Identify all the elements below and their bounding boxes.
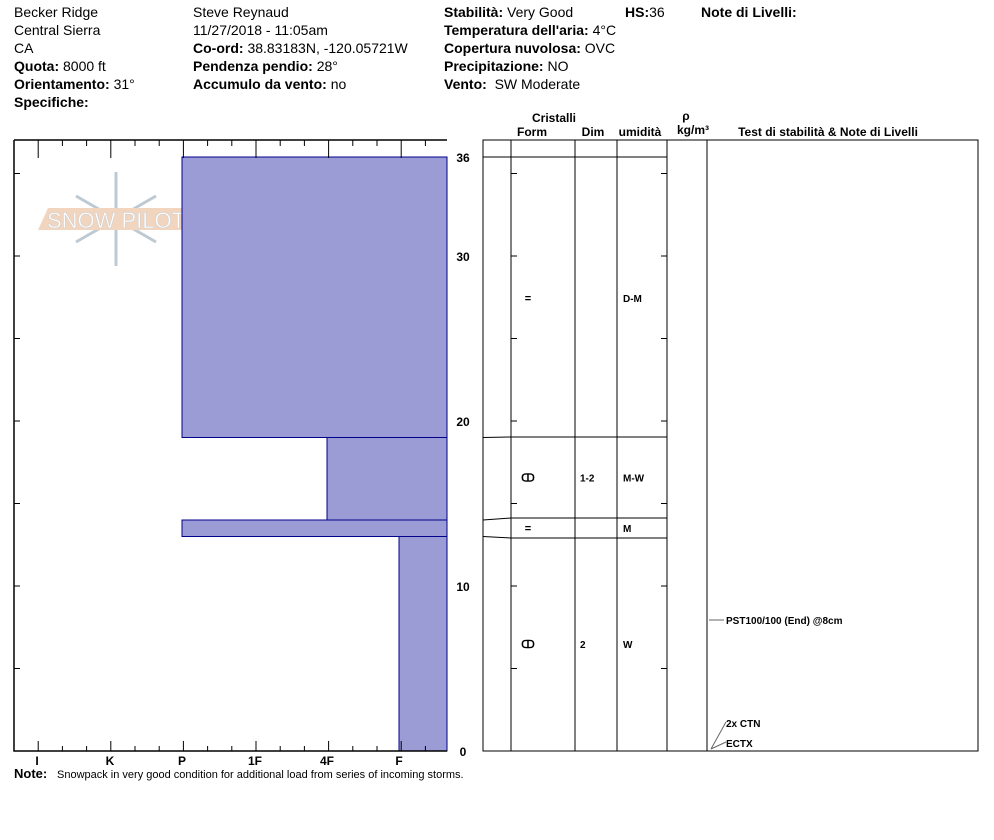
precip-label: Precipitazione: — [444, 58, 544, 74]
grain-form: ↀ — [521, 473, 535, 485]
stability-label: Stabilità: — [444, 4, 504, 20]
header-crystals: Cristalli — [532, 111, 576, 125]
logo-text: SNOW PILOT — [47, 208, 185, 233]
datetime: 11/27/2018 - 11:05am — [193, 22, 328, 38]
wind-value: SW Moderate — [494, 76, 581, 92]
elevation: Quota: 8000 ft — [14, 57, 106, 75]
wind-label: Vento: — [444, 76, 487, 92]
grain-size: 1-2 — [580, 474, 595, 485]
hardness-layer-bar — [326, 437, 448, 521]
note-label: Note: — [14, 766, 47, 781]
header-density: kg/m³ — [677, 123, 709, 137]
hardness-label: I — [35, 754, 38, 768]
hardness-label: K — [106, 754, 115, 768]
grain-form: = — [525, 523, 531, 535]
stability-value: Very Good — [507, 4, 574, 20]
coord-value: 38.83183N, -120.05721W — [247, 40, 408, 56]
hardness-label: 4F — [320, 754, 334, 768]
hardness-layer-bar — [398, 536, 448, 752]
grain-form: ↀ — [521, 639, 535, 651]
header-rho: ρ — [682, 109, 689, 123]
slope-label: Pendenza pendio: — [193, 58, 313, 74]
sky-label: Copertura nuvolosa: — [444, 40, 581, 56]
hardness-layer-bar — [181, 156, 448, 438]
test-arrow — [710, 721, 727, 750]
aspect: Orientamento: 31° — [14, 75, 135, 93]
layer-connector — [482, 436, 512, 438]
aspect-value: 31° — [113, 76, 135, 92]
location: Becker Ridge — [14, 4, 99, 20]
hardness-label: F — [395, 754, 402, 768]
moisture: W — [623, 640, 633, 651]
hardness-layer-bar — [181, 519, 448, 537]
sky-value: OVC — [584, 40, 616, 56]
precip-value: NO — [547, 58, 569, 74]
stability-test: PST100/100 (End) @8cm — [726, 616, 843, 627]
specifics-label: Specifiche: — [14, 94, 89, 110]
hs-label: HS: — [625, 4, 650, 20]
snow-pilot-logo: SNOW PILOT — [38, 172, 194, 266]
elevation-value: 8000 ft — [63, 58, 106, 74]
layer-connector — [482, 536, 512, 539]
header-tests: Test di stabilità & Note di Livelli — [738, 125, 918, 139]
layer-connector — [482, 517, 512, 521]
state: CA — [14, 40, 34, 56]
test-arrow — [710, 741, 727, 750]
windload-label: Accumulo da vento: — [193, 76, 327, 92]
hs-value: 36 — [649, 4, 665, 20]
elevation-label: Quota: — [14, 58, 60, 74]
stability-test: ECTX — [726, 739, 753, 750]
layer-table-frame — [482, 139, 979, 752]
header: Becker Ridge Central Sierra CA Quota: 80… — [0, 0, 994, 110]
observer: Steve Reynaud — [193, 4, 289, 20]
note-text: Snowpack in very good condition for addi… — [57, 769, 464, 781]
slope-value: 28° — [316, 58, 338, 74]
depth-label: 10 — [456, 580, 470, 594]
depth-label: 36 — [456, 151, 470, 165]
layer-notes-label: Note di Livelli: — [701, 4, 797, 20]
depth-label: 30 — [456, 250, 470, 264]
hardness-label: P — [178, 754, 186, 768]
aspect-label: Orientamento: — [14, 76, 110, 92]
hardness-label: 1F — [248, 754, 262, 768]
airtemp-value: 4°C — [592, 22, 617, 38]
moisture: M-W — [623, 474, 645, 485]
range: Central Sierra — [14, 22, 101, 38]
depth-label: 0 — [460, 745, 467, 759]
header-size: Dim — [582, 125, 605, 139]
grain-size: 2 — [580, 640, 586, 651]
windload-value: no — [330, 76, 347, 92]
grain-form: = — [525, 293, 531, 305]
moisture: D-M — [623, 294, 642, 305]
moisture: M — [623, 524, 631, 535]
stability-test: 2x CTN — [726, 719, 760, 730]
header-form: Form — [517, 125, 547, 139]
airtemp-label: Temperatura dell'aria: — [444, 22, 589, 38]
depth-label: 20 — [456, 415, 470, 429]
header-moisture: umidità — [619, 125, 662, 139]
coord-label: Co-ord: — [193, 40, 244, 56]
